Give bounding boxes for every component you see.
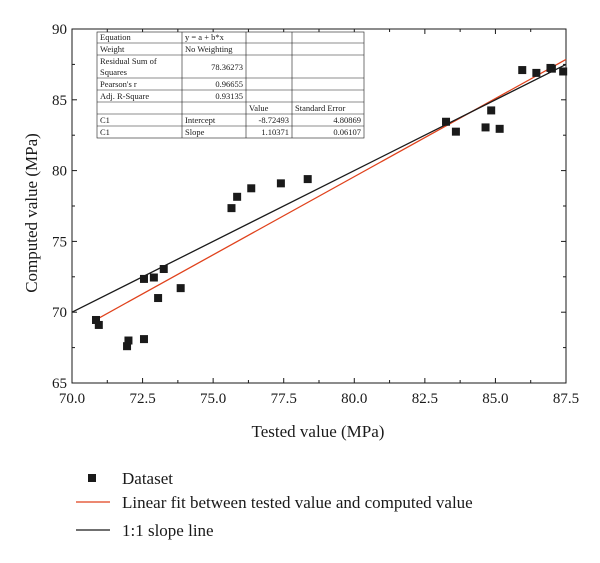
data-point	[518, 66, 527, 75]
one-to-one-line	[71, 63, 567, 313]
data-point	[451, 127, 460, 136]
table-cell: Value	[249, 103, 269, 113]
table-cell: Slope	[185, 127, 205, 137]
data-point	[547, 64, 556, 73]
data-point	[532, 68, 541, 77]
data-point	[124, 336, 133, 345]
table-cell: 0.96655	[215, 79, 243, 89]
data-point	[495, 124, 504, 133]
y-axis: 65 70 75 80 85 90	[52, 22, 566, 392]
x-tick-label: 87.5	[553, 391, 579, 407]
data-point	[91, 315, 100, 324]
data-point	[176, 284, 185, 293]
data-point	[276, 179, 285, 188]
data-point	[442, 117, 451, 126]
table-cell: Standard Error	[295, 103, 345, 113]
series-dataset-points	[91, 63, 568, 351]
legend-label: Linear fit between tested value and comp…	[122, 493, 473, 512]
x-tick-label: 75.0	[200, 391, 226, 407]
table-cell: 0.06107	[333, 127, 361, 137]
y-tick-label: 90	[52, 22, 67, 38]
data-point	[94, 320, 103, 329]
table-cell: No Weighting	[185, 44, 233, 54]
y-tick-label: 65	[52, 376, 67, 392]
x-tick-label: 82.5	[412, 391, 438, 407]
table-cell: Adj. R-Square	[100, 91, 149, 101]
data-point	[123, 342, 132, 351]
x-axis: 70.0 72.5 75.0 77.5 80.0 82.5 85.0 87.5	[59, 29, 579, 407]
data-point	[159, 265, 168, 274]
data-point	[154, 294, 163, 303]
table-cell: Squares	[100, 67, 127, 77]
table-cell: Residual Sum of	[100, 56, 157, 66]
table-cell: Intercept	[185, 115, 216, 125]
linear-fit-line	[97, 58, 567, 320]
x-tick-label: 72.5	[129, 391, 155, 407]
data-point	[481, 123, 490, 132]
table-cell: -8.72493	[259, 115, 289, 125]
y-tick-label: 75	[52, 234, 67, 250]
table-cell: 4.80869	[333, 115, 361, 125]
y-tick-label: 85	[52, 93, 67, 109]
data-point	[303, 175, 312, 184]
table-cell: 1.10371	[261, 127, 289, 137]
table-border	[96, 31, 365, 139]
x-tick-label: 70.0	[59, 391, 85, 407]
table-cell: 0.93135	[215, 91, 243, 101]
data-point	[139, 274, 148, 283]
y-tick-label: 70	[52, 305, 67, 321]
table-cell: y = a + b*x	[185, 32, 225, 42]
table-cell: Weight	[100, 44, 125, 54]
x-tick-label: 80.0	[341, 391, 367, 407]
legend-label: 1:1 slope line	[122, 521, 214, 540]
table-cell: Pearson's r	[100, 79, 137, 89]
data-point	[149, 273, 158, 282]
x-axis-title: Tested value (MPa)	[252, 422, 385, 441]
table-cell: C1	[100, 127, 110, 137]
legend: Dataset Linear fit between tested value a…	[76, 469, 473, 540]
data-point	[247, 184, 256, 193]
data-point	[139, 335, 148, 344]
data-point	[233, 192, 242, 201]
series-lines	[71, 58, 567, 320]
data-point	[559, 67, 568, 76]
x-tick-label: 85.0	[482, 391, 508, 407]
data-point	[487, 106, 496, 115]
y-axis-title: Computed value (MPa)	[22, 133, 41, 293]
legend-label: Dataset	[122, 469, 173, 488]
table-cell: C1	[100, 115, 110, 125]
fit-statistics-table: Equation y = a + b*x Weight No Weighting Res…	[96, 31, 365, 139]
x-tick-label: 77.5	[271, 391, 297, 407]
table-cell: 78.36273	[211, 62, 243, 72]
data-point	[227, 204, 236, 213]
y-tick-label: 80	[52, 164, 67, 180]
legend-marker-dataset	[88, 474, 96, 482]
table-cell: Equation	[100, 32, 131, 42]
